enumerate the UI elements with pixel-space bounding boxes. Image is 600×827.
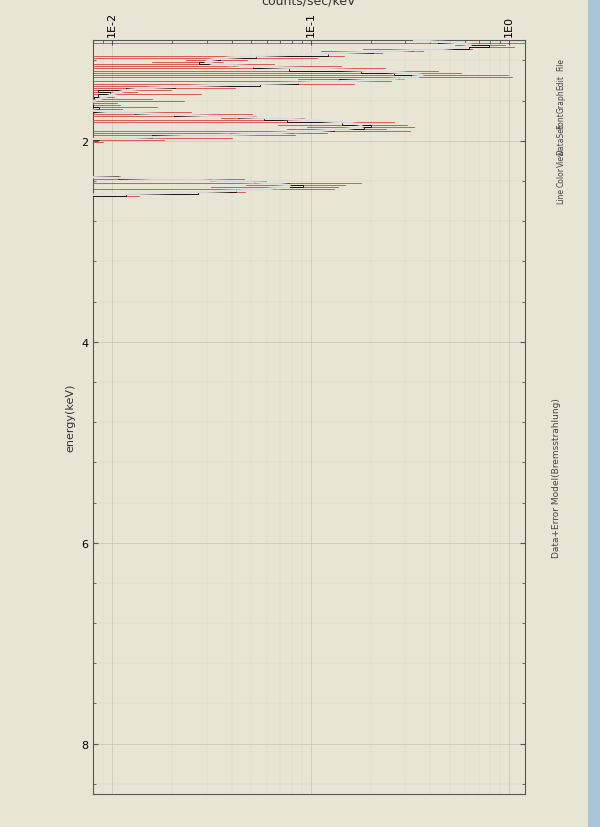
Text: Data+Error Model(Bremsstrahlung): Data+Error Model(Bremsstrahlung) — [552, 398, 561, 557]
Y-axis label: energy(keV): energy(keV) — [65, 384, 76, 452]
Text: File: File — [557, 57, 566, 70]
X-axis label: counts/sec/keV: counts/sec/keV — [262, 0, 356, 7]
Text: View: View — [557, 149, 566, 167]
Text: Color: Color — [557, 167, 566, 187]
Text: Line: Line — [557, 188, 566, 203]
Text: Font: Font — [557, 112, 566, 129]
Text: Edit: Edit — [557, 75, 566, 90]
Text: Graph: Graph — [557, 90, 566, 113]
Text: DataSet: DataSet — [557, 124, 566, 155]
